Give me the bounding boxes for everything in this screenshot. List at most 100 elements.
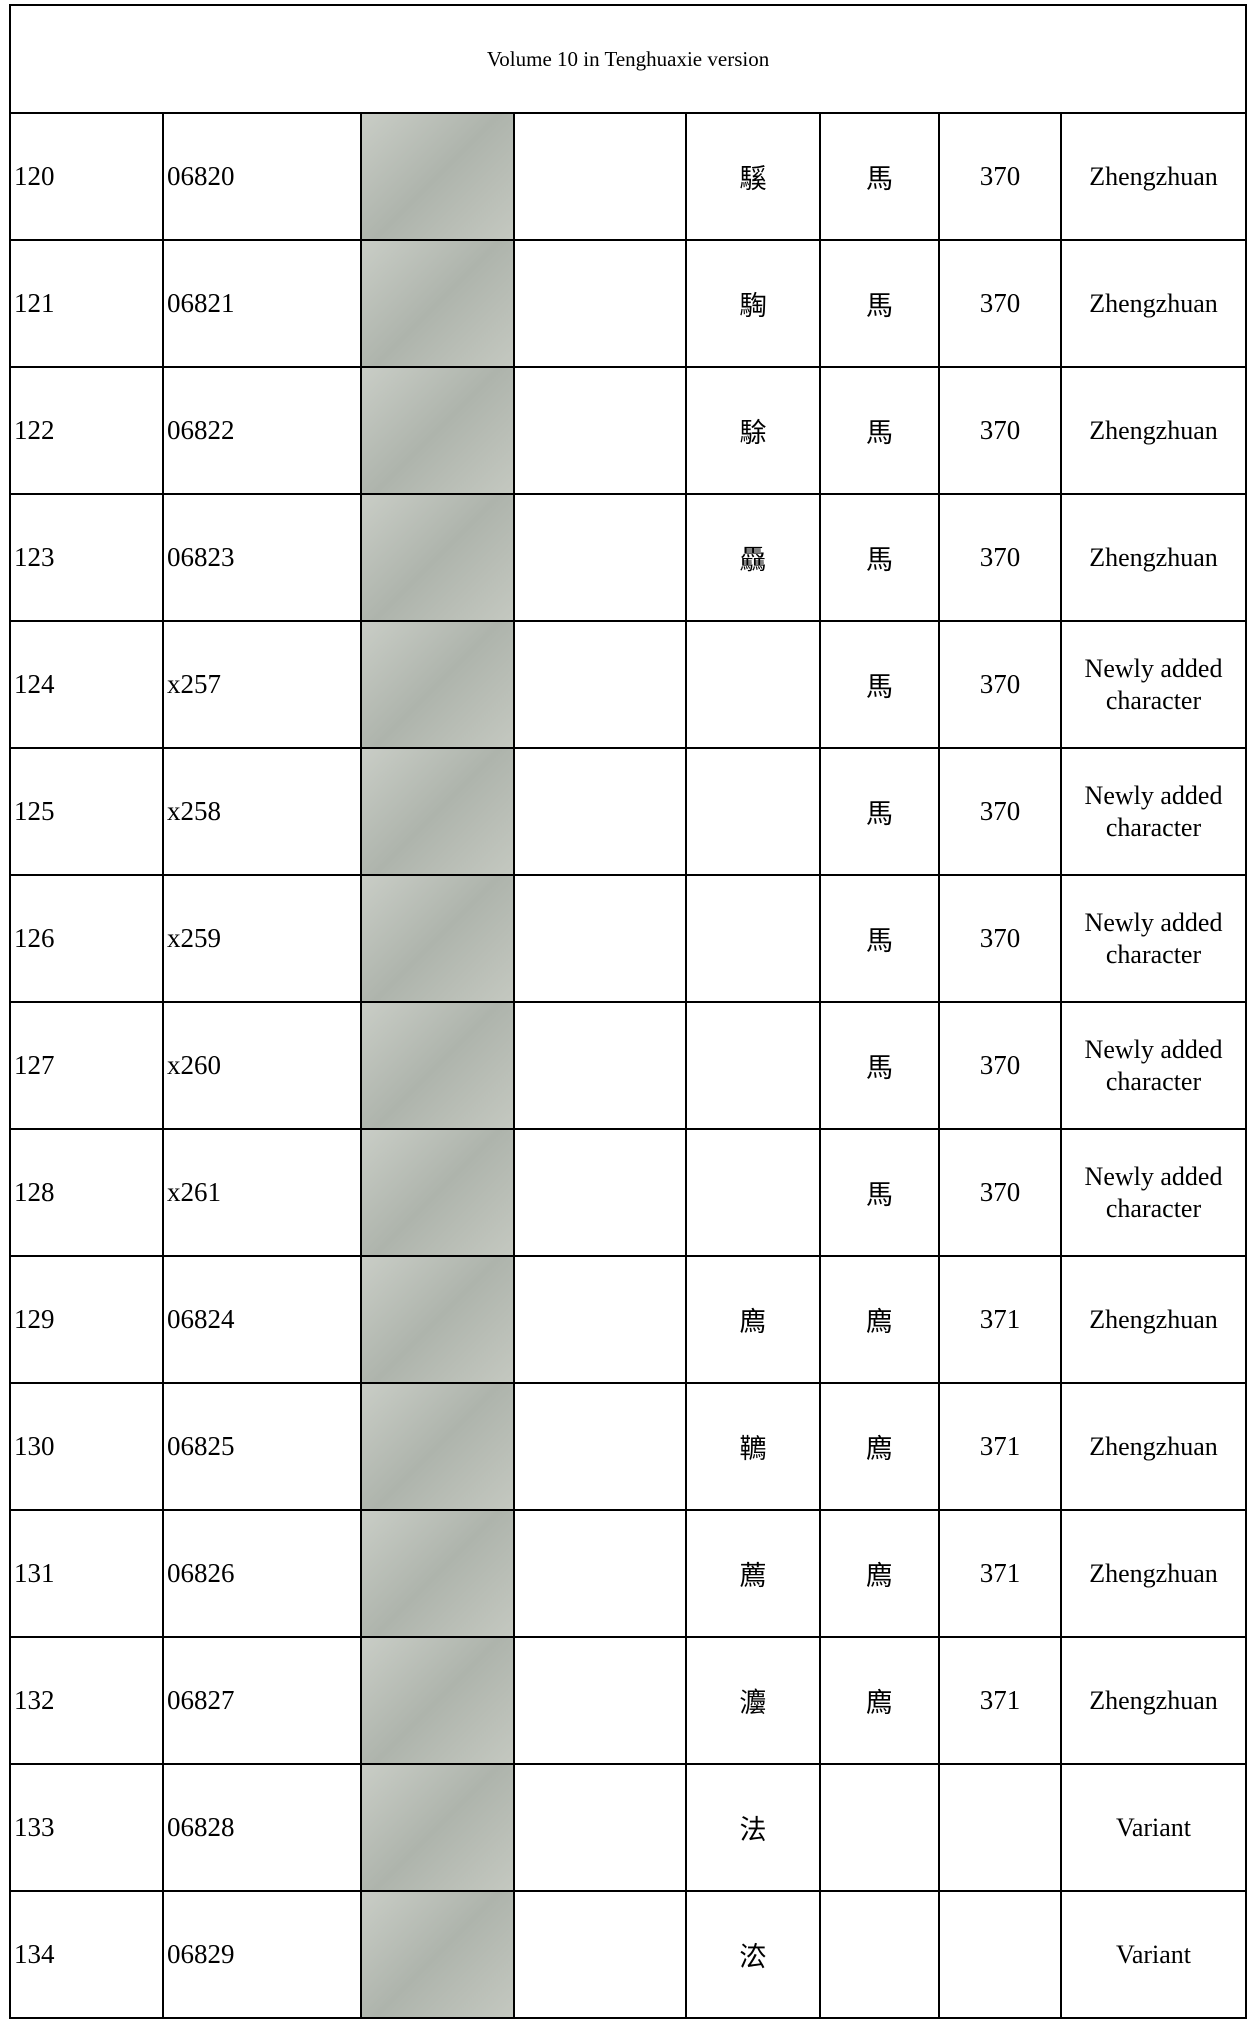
- radical: 馬: [819, 493, 940, 622]
- scanned-glyph: [362, 368, 513, 493]
- modern-character: 廌: [685, 1255, 821, 1384]
- scanned-glyph: [362, 876, 513, 1001]
- scan-cell: [360, 239, 514, 368]
- table-body: Volume 10 in Tenghuaxie version 120 06820…: [8, 4, 1247, 2019]
- seal-glyph-cell: [513, 1001, 687, 1130]
- table-row: 134 06829 㳒 Variant: [9, 1890, 1247, 2019]
- table-row: 127 x260 馬 370 Newly added character: [9, 1001, 1247, 1130]
- scan-cell: [360, 493, 514, 622]
- page-number: 370: [938, 1128, 1062, 1257]
- table-row: 121 06821 騊馬 370 Zhengzhuan: [9, 239, 1247, 368]
- character-code: 06826: [162, 1509, 362, 1638]
- row-number: 133: [9, 1763, 164, 1892]
- page-number: 370: [938, 112, 1062, 241]
- page-number: 371: [938, 1382, 1062, 1511]
- table-row: 124 x257 馬 370 Newly added character: [9, 620, 1247, 749]
- modern-character: 灋: [685, 1636, 821, 1765]
- scan-cell: [360, 1128, 514, 1257]
- scanned-glyph: [362, 241, 513, 366]
- character-type: Zhengzhuan: [1059, 1255, 1247, 1384]
- radical: [819, 1763, 940, 1892]
- modern-character: 法: [685, 1763, 821, 1892]
- page-number: 370: [938, 747, 1062, 876]
- character-code: 06820: [162, 112, 362, 241]
- scanned-glyph: [362, 749, 513, 874]
- scanned-glyph: [362, 1638, 513, 1763]
- row-number: 121: [9, 239, 164, 368]
- table-row: 125 x258 馬 370 Newly added character: [9, 747, 1247, 876]
- page-number: 370: [938, 366, 1062, 495]
- row-number: 125: [9, 747, 164, 876]
- scan-cell: [360, 874, 514, 1003]
- row-number: 131: [9, 1509, 164, 1638]
- character-type: Zhengzhuan: [1059, 493, 1247, 622]
- modern-character: [685, 620, 821, 749]
- character-type: Zhengzhuan: [1059, 366, 1247, 495]
- radical: 廌: [819, 1382, 940, 1511]
- table-row: 129 06824 廌廌 371 Zhengzhuan: [9, 1255, 1247, 1384]
- row-number: 129: [9, 1255, 164, 1384]
- seal-glyph-cell: [513, 874, 687, 1003]
- radical: 廌: [819, 1255, 940, 1384]
- row-number: 122: [9, 366, 164, 495]
- character-type: Zhengzhuan: [1059, 112, 1247, 241]
- character-code: 06829: [162, 1890, 362, 2019]
- seal-glyph-cell: [513, 112, 687, 241]
- seal-glyph-cell: [513, 620, 687, 749]
- modern-character: 㳒: [685, 1890, 821, 2019]
- scan-cell: [360, 1255, 514, 1384]
- page-number: 371: [938, 1636, 1062, 1765]
- scan-cell: [360, 366, 514, 495]
- character-code: 06822: [162, 366, 362, 495]
- table-row: 128 x261 馬 370 Newly added character: [9, 1128, 1247, 1257]
- character-type: Newly added character: [1059, 1001, 1247, 1130]
- scan-cell: [360, 1636, 514, 1765]
- page-number: 371: [938, 1509, 1062, 1638]
- character-type: Variant: [1059, 1763, 1247, 1892]
- scan-cell: [360, 112, 514, 241]
- character-type: Newly added character: [1059, 874, 1247, 1003]
- scanned-glyph: [362, 1765, 513, 1890]
- character-type: Zhengzhuan: [1059, 1382, 1247, 1511]
- radical: 馬: [819, 112, 940, 241]
- seal-glyph-cell: [513, 239, 687, 368]
- seal-glyph-cell: [513, 366, 687, 495]
- page-number: 370: [938, 493, 1062, 622]
- character-code: x257: [162, 620, 362, 749]
- seal-glyph-cell: [513, 1128, 687, 1257]
- table-title: Volume 10 in Tenghuaxie version: [8, 4, 1247, 114]
- table-row: 130 06825 韀廌 371 Zhengzhuan: [9, 1382, 1247, 1511]
- character-type: Newly added character: [1059, 620, 1247, 749]
- modern-character: [685, 874, 821, 1003]
- row-number: 134: [9, 1890, 164, 2019]
- table-row: 126 x259 馬 370 Newly added character: [9, 874, 1247, 1003]
- modern-character: [685, 1128, 821, 1257]
- seal-glyph-cell: [513, 493, 687, 622]
- scan-cell: [360, 1763, 514, 1892]
- scanned-glyph: [362, 1892, 513, 2017]
- scanned-glyph: [362, 622, 513, 747]
- character-type: Zhengzhuan: [1059, 239, 1247, 368]
- modern-character: 驫: [685, 493, 821, 622]
- radical: 馬: [819, 747, 940, 876]
- row-number: 127: [9, 1001, 164, 1130]
- radical: 馬: [819, 366, 940, 495]
- seal-glyph-cell: [513, 1382, 687, 1511]
- page-number: 371: [938, 1255, 1062, 1384]
- scanned-glyph: [362, 1003, 513, 1128]
- table-row: 122 06822 駼馬 370 Zhengzhuan: [9, 366, 1247, 495]
- radical: 馬: [819, 1001, 940, 1130]
- radical: [819, 1890, 940, 2019]
- character-type: Newly added character: [1059, 1128, 1247, 1257]
- radical: 馬: [819, 874, 940, 1003]
- table-row: 133 06828 法 Variant: [9, 1763, 1247, 1892]
- modern-character: 駼: [685, 366, 821, 495]
- modern-character: 薦: [685, 1509, 821, 1638]
- character-type: Newly added character: [1059, 747, 1247, 876]
- header-row: Volume 10 in Tenghuaxie version: [8, 4, 1247, 114]
- scanned-glyph: [362, 1257, 513, 1382]
- scan-cell: [360, 1890, 514, 2019]
- character-code: 06828: [162, 1763, 362, 1892]
- character-code: x258: [162, 747, 362, 876]
- seal-glyph-cell: [513, 1636, 687, 1765]
